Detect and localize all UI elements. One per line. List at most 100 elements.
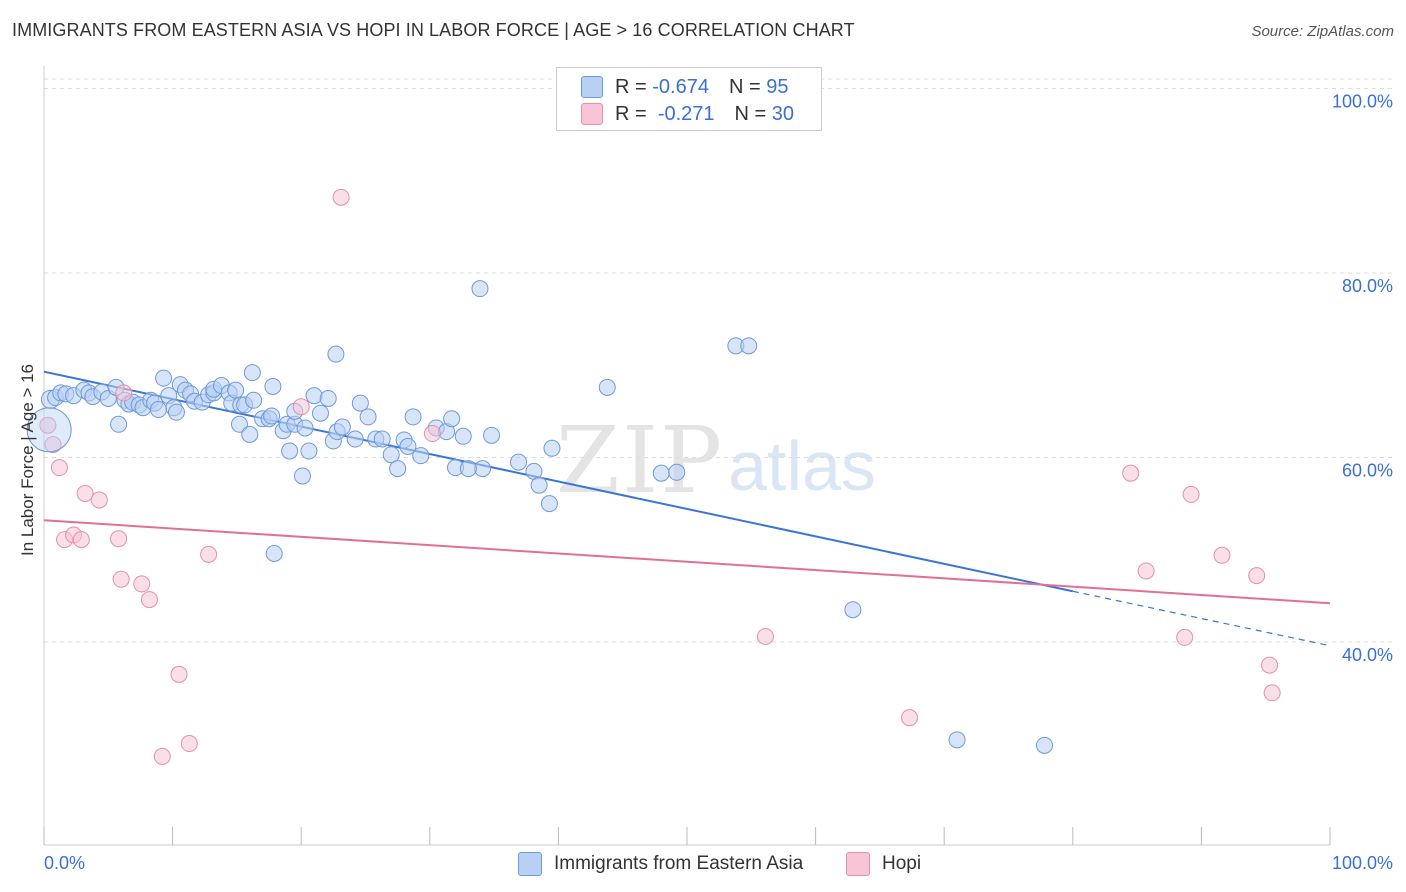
point-eastern-asia xyxy=(474,460,492,478)
correlation-legend: R = -0.674 N = 95 R = -0.271 N = 30 xyxy=(556,67,822,131)
point-eastern-asia xyxy=(399,437,417,455)
point-hopi xyxy=(1261,656,1279,674)
bottom-legend-swatch-blue xyxy=(518,852,542,876)
point-eastern-asia xyxy=(311,404,329,422)
point-eastern-asia xyxy=(245,391,263,409)
point-hopi xyxy=(170,665,188,683)
point-hopi xyxy=(110,530,128,548)
axes xyxy=(43,66,1331,846)
point-eastern-asia xyxy=(351,394,369,412)
point-eastern-asia xyxy=(510,453,528,471)
point-eastern-asia xyxy=(333,418,351,436)
point-eastern-asia xyxy=(241,425,259,443)
point-eastern-asia xyxy=(319,389,337,407)
point-eastern-asia xyxy=(373,430,391,448)
point-eastern-asia xyxy=(1036,736,1054,754)
point-hopi xyxy=(76,484,94,502)
point-hopi xyxy=(140,591,158,609)
bottom-legend-eastern-asia: Immigrants from Eastern Asia xyxy=(518,852,803,876)
point-hopi xyxy=(180,735,198,753)
watermark-atlas: atlas xyxy=(728,427,876,505)
x-tick-label: 0.0% xyxy=(44,853,85,873)
point-hopi xyxy=(1263,684,1281,702)
point-hopi xyxy=(423,425,441,443)
point-eastern-asia xyxy=(359,408,377,426)
point-eastern-asia xyxy=(327,345,345,363)
point-eastern-asia xyxy=(443,410,461,428)
legend-r-value: -0.271 xyxy=(657,102,715,125)
point-eastern-asia xyxy=(412,447,430,465)
point-eastern-asia xyxy=(243,364,261,382)
point-eastern-asia xyxy=(230,415,248,433)
legend-r-label: R = xyxy=(615,75,647,98)
point-hopi xyxy=(112,570,130,588)
point-eastern-asia xyxy=(296,419,314,437)
point-hopi xyxy=(1182,485,1200,503)
point-eastern-asia xyxy=(543,439,561,457)
point-eastern-asia xyxy=(263,407,281,425)
y-tick-label: 100.0% xyxy=(1332,91,1393,111)
point-eastern-asia xyxy=(382,446,400,464)
point-hopi xyxy=(200,545,218,563)
gridlines xyxy=(44,78,1393,643)
point-hopi xyxy=(332,188,350,206)
point-eastern-asia xyxy=(652,464,670,482)
point-hopi xyxy=(44,436,62,454)
point-eastern-asia xyxy=(346,430,364,448)
point-eastern-asia xyxy=(740,337,758,355)
point-eastern-asia xyxy=(404,408,422,426)
legend-row-hopi: R = -0.271 N = 30 xyxy=(581,101,794,127)
point-eastern-asia xyxy=(598,378,616,396)
y-tick-label: 80.0% xyxy=(1342,276,1393,296)
trend-line-hopi xyxy=(43,519,1331,605)
point-hopi xyxy=(153,747,171,765)
point-hopi xyxy=(1176,628,1194,646)
point-eastern-asia xyxy=(844,601,862,619)
point-eastern-asia xyxy=(471,280,489,298)
point-hopi xyxy=(1122,464,1140,482)
legend-n-value: 30 xyxy=(771,102,795,125)
point-eastern-asia xyxy=(389,460,407,478)
point-hopi xyxy=(90,491,108,509)
point-eastern-asia xyxy=(305,387,323,405)
point-hopi xyxy=(292,398,310,416)
legend-swatch-blue xyxy=(581,76,603,98)
point-eastern-asia xyxy=(155,369,173,387)
bottom-legend-label: Immigrants from Eastern Asia xyxy=(554,853,804,874)
point-hopi xyxy=(133,575,151,593)
legend-r-label: R = xyxy=(615,102,647,125)
y-axis-label: In Labor Force | Age > 16 xyxy=(18,363,37,557)
point-eastern-asia xyxy=(540,495,558,513)
legend-row-eastern-asia: R = -0.674 N = 95 xyxy=(581,74,788,100)
y-tick-label: 60.0% xyxy=(1342,461,1393,481)
watermark: ZIP atlas xyxy=(556,407,876,514)
tick-labels: 40.0% 60.0% 80.0% 100.0% 0.0% 100.0% xyxy=(44,91,1393,873)
bottom-legend-hopi: Hopi xyxy=(846,852,921,876)
point-eastern-asia xyxy=(483,426,501,444)
point-eastern-asia-cluster xyxy=(26,407,72,453)
legend-swatch-pink xyxy=(581,103,603,125)
point-eastern-asia xyxy=(300,442,318,460)
legend-n-label: N = xyxy=(728,75,761,98)
trend-lines xyxy=(43,370,1331,647)
y-tick-label: 40.0% xyxy=(1342,645,1393,665)
point-hopi xyxy=(1213,546,1231,564)
legend-n-label: N = xyxy=(734,102,767,125)
point-hopi xyxy=(900,709,918,727)
point-eastern-asia xyxy=(948,731,966,749)
legend-n-value: 95 xyxy=(766,75,789,98)
point-eastern-asia xyxy=(264,377,282,395)
chart-title: IMMIGRANTS FROM EASTERN ASIA VS HOPI IN … xyxy=(12,20,855,40)
point-eastern-asia xyxy=(167,403,185,421)
point-eastern-asia xyxy=(459,460,477,478)
trend-line-eastern-asia xyxy=(43,370,1074,593)
point-eastern-asia xyxy=(227,381,245,399)
point-hopi xyxy=(756,627,774,645)
bottom-legend-label: Hopi xyxy=(882,853,922,874)
point-hopi xyxy=(1137,562,1155,580)
point-hopi xyxy=(115,384,133,402)
point-eastern-asia xyxy=(454,427,472,445)
point-hopi xyxy=(50,459,68,477)
point-hopi xyxy=(1248,567,1266,585)
